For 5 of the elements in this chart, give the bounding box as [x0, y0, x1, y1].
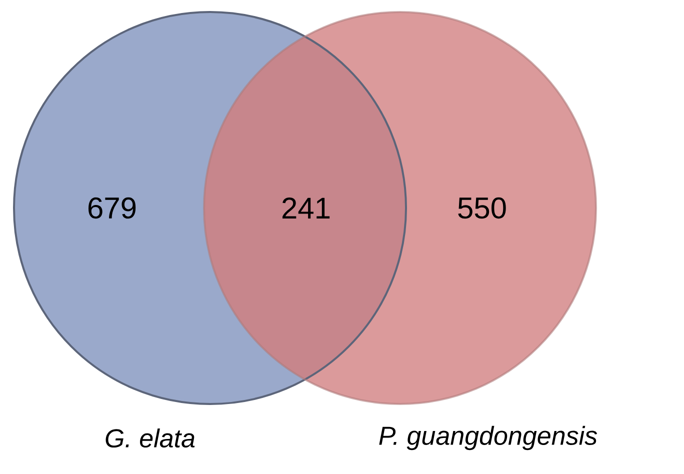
text: P. guangdongensis: [379, 426, 598, 450]
text: G. elata: [106, 428, 195, 448]
data-label: 679: [88, 197, 136, 219]
data-label: 550: [458, 197, 506, 219]
data-label: 241: [282, 198, 330, 218]
